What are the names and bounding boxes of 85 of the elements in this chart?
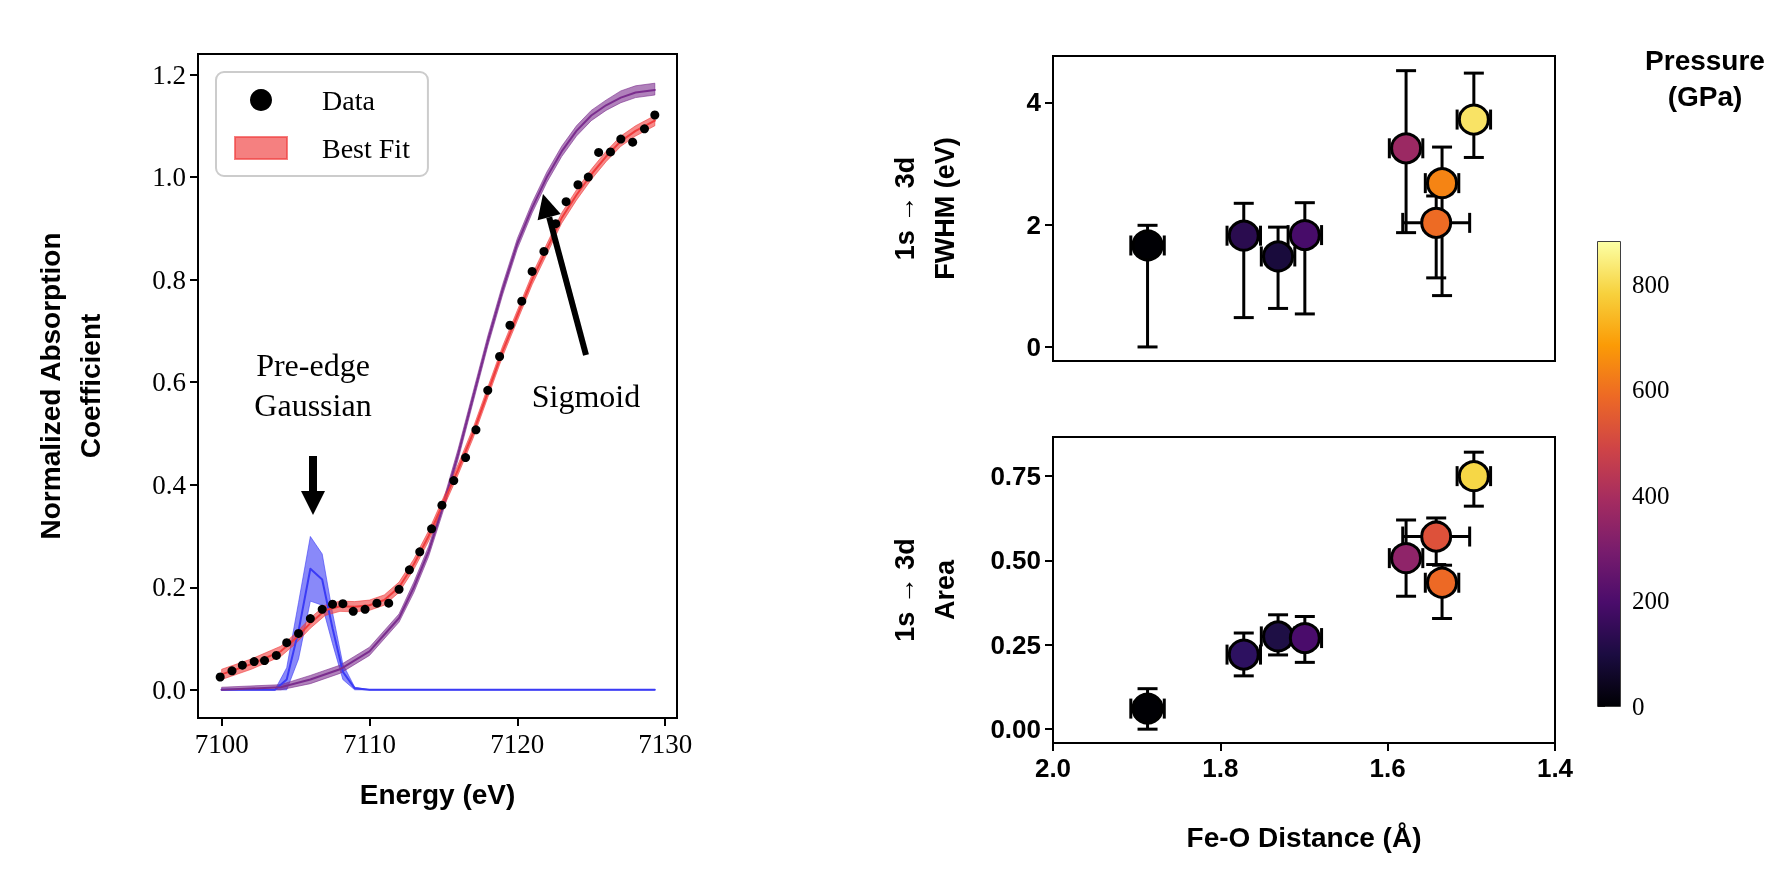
- point: [517, 296, 527, 306]
- point: [483, 385, 493, 395]
- point: [471, 425, 481, 435]
- y-tick-label: 0.0: [152, 674, 186, 705]
- point: [360, 604, 370, 614]
- x-tick-label: 7100: [194, 728, 249, 759]
- point: [650, 110, 660, 120]
- x-tick-label: 1.4: [1536, 753, 1574, 783]
- y-axis-title: 1s → 3d FWHM (eV): [890, 137, 960, 280]
- point: [505, 320, 515, 330]
- y-axis-title: Normalized Absorption Coefficient: [34, 232, 106, 540]
- legend-label: Best Fit: [322, 132, 411, 164]
- color-bar-label: 400: [1632, 481, 1670, 509]
- x-tick-label: 7130: [638, 728, 693, 759]
- x-tick-label: 7120: [490, 728, 545, 759]
- point: [372, 598, 382, 608]
- y-tick-label: 0.50: [990, 545, 1041, 576]
- y-tick-label: 0: [1026, 331, 1041, 362]
- point: [1426, 167, 1459, 200]
- point: [495, 352, 505, 362]
- annotation: Sigmoid: [531, 378, 641, 414]
- point: [1420, 206, 1453, 239]
- point: [616, 134, 626, 144]
- color-bar-label: 800: [1632, 270, 1670, 298]
- y-tick-label: 0.6: [152, 367, 186, 398]
- point: [639, 124, 649, 134]
- point: [249, 657, 259, 667]
- x-tick-label: 1.8: [1202, 753, 1239, 783]
- point: [1131, 229, 1164, 262]
- point: [215, 672, 225, 682]
- point: [227, 666, 237, 676]
- point: [1420, 520, 1453, 553]
- point: [427, 524, 437, 534]
- point: [384, 598, 394, 608]
- point: [449, 476, 459, 486]
- point: [539, 246, 549, 256]
- annotation: Pre-edge Gaussian: [254, 347, 372, 423]
- point: [628, 137, 638, 147]
- point: [271, 650, 281, 660]
- y-tick-label: 0.00: [990, 714, 1041, 745]
- point: [338, 599, 348, 609]
- point: [527, 266, 537, 276]
- color-bar-label: 200: [1632, 587, 1670, 615]
- y-tick-label: 0.75: [990, 461, 1041, 492]
- point: [437, 500, 447, 510]
- legend-label: Data: [322, 84, 376, 116]
- point: [317, 604, 327, 614]
- point: [282, 638, 292, 648]
- x-tick-label: 2.0: [1034, 753, 1072, 783]
- color-bar-label: 0: [1632, 692, 1645, 720]
- point: [1131, 692, 1164, 725]
- y-tick-label: 1.0: [152, 162, 186, 193]
- point: [1457, 460, 1490, 493]
- color-bar-title: Pressure (GPa): [1645, 44, 1765, 112]
- point: [583, 172, 593, 182]
- y-tick-label: 0.2: [152, 572, 186, 603]
- point: [1457, 103, 1490, 136]
- y-axis-title: 1s → 3d Area: [890, 538, 960, 642]
- y-tick-label: 0.25: [990, 629, 1041, 660]
- y-tick-label: 1.2: [152, 59, 186, 90]
- y-tick-label: 2: [1026, 209, 1041, 240]
- point: [260, 656, 270, 666]
- x-axis-title: Energy (eV): [359, 778, 516, 810]
- color-bar-label: 600: [1632, 376, 1670, 404]
- point: [561, 197, 571, 207]
- point: [294, 628, 304, 638]
- point: [415, 547, 425, 557]
- point: [1390, 132, 1423, 165]
- y-tick-label: 4: [1026, 87, 1042, 118]
- point: [394, 584, 404, 594]
- x-axis-title: Fe-O Distance (Å): [1186, 821, 1422, 853]
- point: [348, 606, 358, 616]
- point: [461, 453, 471, 463]
- y-tick-label: 0.8: [152, 264, 186, 295]
- point: [328, 599, 338, 609]
- point: [305, 614, 315, 624]
- point: [404, 565, 414, 575]
- point: [573, 180, 583, 190]
- point: [594, 147, 604, 157]
- point: [1288, 622, 1321, 655]
- y-tick-label: 0.4: [152, 469, 187, 500]
- x-tick-label: 7110: [342, 728, 396, 759]
- point: [605, 147, 615, 157]
- point: [237, 660, 247, 670]
- x-tick-label: 1.6: [1369, 753, 1406, 783]
